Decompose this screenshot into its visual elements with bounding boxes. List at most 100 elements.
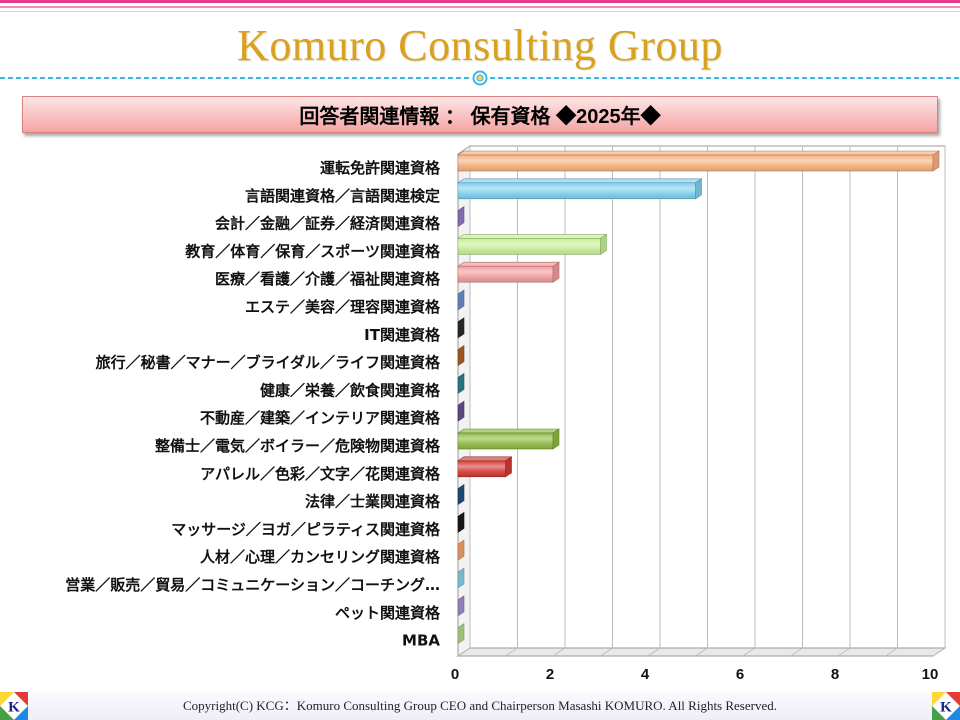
bar-end-face: [457, 595, 465, 617]
x-tick-label: 0: [451, 666, 459, 683]
x-tick-label: 2: [546, 666, 554, 683]
category-label: マッサージ／ヨガ／ピラティス関連資格: [171, 520, 441, 538]
bar-end-face: [457, 289, 465, 311]
top-stripe-faint: [0, 11, 960, 12]
bar-2: [457, 178, 703, 200]
slide-title: Komuro Consulting Group: [237, 21, 723, 70]
banner-text: 回答者関連情報 ： 保有資格 ◆2025年◆: [299, 106, 661, 128]
category-label: 教育／体育／保育／スポーツ関連資格: [184, 242, 441, 260]
bar-end-face: [457, 317, 465, 339]
bar-end-face: [457, 345, 465, 367]
top-stripe: [0, 0, 960, 3]
bar-end-face: [552, 428, 560, 450]
x-tick-label: 10: [922, 666, 939, 683]
bar-8: [457, 345, 465, 367]
floor-gridline: [600, 647, 613, 657]
category-label: MBA: [402, 632, 440, 650]
bar-end-face: [457, 372, 465, 394]
floor-gridline: [885, 647, 898, 657]
floor-gridline: [695, 647, 708, 657]
bar-gloss: [458, 460, 506, 477]
gridlines: [457, 146, 946, 657]
bar-top-face: [457, 428, 560, 434]
bar-14: [457, 511, 465, 533]
logo-letter: K: [940, 700, 952, 716]
bar-end-face: [600, 233, 607, 255]
bar-end-face: [457, 511, 465, 533]
floor-gridline: [457, 647, 471, 657]
floor-gridline: [837, 647, 851, 657]
bar-end-face: [457, 206, 465, 228]
bars: [457, 150, 940, 645]
category-label: 旅行／秘書／マナー／ブライダル／ライフ関連資格: [96, 354, 441, 372]
category-label: 法律／士業関連資格: [305, 493, 441, 511]
category-axis: 運転免許関連資格言語関連資格／言語関連検定会計／金融／証券／経済関連資格教育／体…: [65, 159, 441, 650]
category-label: 言語関連資格／言語関連検定: [245, 187, 440, 205]
category-label: IT関連資格: [364, 326, 441, 344]
bar-3: [457, 206, 465, 228]
logo-letter: K: [8, 700, 20, 716]
bar-top-face: [457, 178, 703, 184]
bar-4: [457, 233, 608, 255]
bar-13: [457, 484, 465, 506]
bar-gloss: [458, 155, 933, 171]
bar-7: [457, 317, 465, 339]
bar-end-face: [457, 623, 465, 645]
category-label: 営業／販売／貿易／コミュニケーション／コーチング…: [65, 576, 440, 594]
copyright-text: Copyright(C) KCG：Komuro Consulting Group…: [182, 698, 777, 713]
floor-gridline: [790, 647, 803, 657]
category-label: 健康／栄養／飲食関連資格: [260, 381, 441, 399]
bar-end-face: [457, 539, 465, 561]
bar-17: [457, 595, 465, 617]
bar-16: [457, 567, 465, 589]
bar-gloss: [458, 238, 601, 255]
category-label: エステ／美容／理容関連資格: [245, 298, 441, 316]
category-label: 不動産／建築／インテリア関連資格: [200, 409, 441, 427]
category-label: 運転免許関連資格: [320, 159, 441, 177]
bar-gloss: [458, 433, 553, 449]
kcg-logo-icon: K: [0, 692, 28, 720]
bar-6: [457, 289, 465, 311]
title-divider: [0, 70, 960, 86]
bar-11: [457, 428, 560, 450]
value-axis: 0 2 4 6 8 10: [451, 666, 939, 683]
bar-end-face: [457, 400, 465, 422]
bar-top-face: [457, 261, 560, 267]
footer: K Copyright(C) KCG：Komuro Consulting Gro…: [0, 692, 960, 720]
section-banner: 回答者関連情報 ： 保有資格 ◆2025年◆: [22, 96, 938, 133]
top-stripe-thin: [0, 6, 960, 8]
floor-gridline: [505, 647, 518, 657]
bar-gloss: [458, 182, 696, 199]
bar-18: [457, 623, 465, 645]
x-tick-label: 8: [831, 666, 839, 683]
bar-end-face: [552, 261, 560, 283]
category-label: 整備士／電気／ボイラー／危険物関連資格: [155, 437, 441, 455]
bar-end-face: [457, 567, 465, 589]
x-tick-label: 4: [641, 666, 650, 683]
bar-top-face: [457, 150, 940, 156]
bar-9: [457, 372, 465, 394]
target-circle-icon: [472, 70, 488, 86]
bar-chart: 運転免許関連資格言語関連資格／言語関連検定会計／金融／証券／経済関連資格教育／体…: [65, 145, 947, 683]
bar-end-face: [505, 456, 512, 478]
floor-gridline: [742, 647, 756, 657]
kcg-logo-icon: K: [932, 692, 960, 720]
floor-gridline: [647, 647, 661, 657]
floor-gridline: [932, 647, 946, 657]
bar-15: [457, 539, 465, 561]
bar-1: [457, 150, 940, 172]
bar-10: [457, 400, 465, 422]
category-label: ペット関連資格: [335, 604, 441, 622]
category-label: 人材／心理／カンセリング関連資格: [200, 548, 441, 566]
x-tick-label: 6: [736, 666, 744, 683]
bar-5: [457, 261, 560, 283]
bar-12: [457, 456, 513, 478]
bar-top-face: [457, 234, 608, 239]
floor-gridline: [552, 647, 566, 657]
bar-end-face: [932, 150, 940, 172]
category-label: 医療／看護／介護／福祉関連資格: [215, 270, 441, 288]
bar-end-face: [695, 178, 702, 200]
bar-end-face: [457, 484, 465, 506]
category-label: 会計／金融／証券／経済関連資格: [215, 215, 441, 233]
